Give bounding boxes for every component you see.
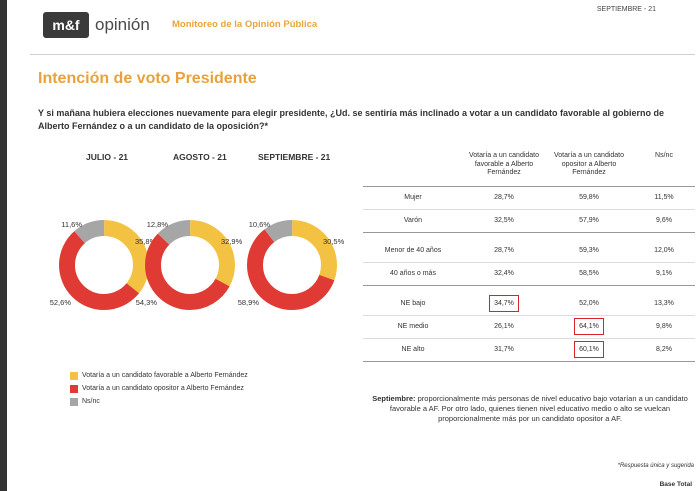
- table-row-label: NE bajo: [363, 292, 463, 316]
- table-cell: 9,1%: [633, 262, 695, 286]
- note-lead: Septiembre:: [372, 394, 416, 403]
- table-cell: 64,1%: [545, 315, 633, 339]
- table-cell: 34,7%: [463, 292, 545, 316]
- table-row-label: NE alto: [363, 338, 463, 362]
- table-cell: 9,6%: [633, 209, 695, 233]
- table-cell: 31,7%: [463, 338, 545, 362]
- segment-table: Votaría a un candidato favorable a Alber…: [363, 150, 695, 362]
- donut-label-nsnc: 12,8%: [147, 220, 169, 229]
- legend-label-favorable: Votaría a un candidato favorable a Alber…: [82, 372, 248, 379]
- header: m&f opinión Monitoreo de la Opinión Públ…: [7, 0, 700, 50]
- table-row: 40 años o más 32,4% 58,5% 9,1%: [363, 262, 695, 286]
- legend-label-opositor: Votaría a un candidato opositor a Albert…: [82, 385, 244, 392]
- donut-slice-favorable: [247, 220, 337, 310]
- donut-slice-nsnc: [247, 220, 337, 310]
- table-header-opositor: Votaría a un candidato opositor a Albert…: [545, 150, 633, 187]
- table-row-label: Mujer: [363, 186, 463, 210]
- chart-legend: Votaría a un candidato favorable a Alber…: [70, 370, 248, 409]
- donut-label-favorable: 32,9%: [221, 237, 243, 246]
- page-title: Intención de voto Presidente: [38, 70, 257, 87]
- table-row: Menor de 40 años 28,7% 59,3% 12,0%: [363, 239, 695, 263]
- donut-label-favorable: 30,5%: [323, 237, 345, 246]
- legend-label-nsnc: Ns/nc: [82, 398, 100, 405]
- table-header-favorable: Votaría a un candidato favorable a Alber…: [463, 150, 545, 187]
- highlighted-value: 64,1%: [574, 318, 604, 335]
- donut-label-opositor: 58,9%: [238, 298, 260, 307]
- donut-label-opositor: 54,3%: [136, 298, 158, 307]
- table-group-spacer: [363, 232, 695, 239]
- legend-swatch-opositor: [70, 384, 78, 393]
- chart-title-agosto: AGOSTO - 21: [173, 152, 227, 162]
- table-cell: 12,0%: [633, 239, 695, 263]
- table-row: NE medio 26,1% 64,1% 9,8%: [363, 315, 695, 339]
- donut-slice-opositor: [59, 220, 149, 310]
- brand-logo: m&f: [43, 12, 89, 38]
- donut-label-opositor: 52,6%: [50, 298, 72, 307]
- donut-label-nsnc: 10,6%: [249, 220, 271, 229]
- analysis-note: Septiembre: proporcionalmente más person…: [365, 394, 695, 424]
- legend-swatch-favorable: [70, 371, 78, 380]
- table-cell: 57,9%: [545, 209, 633, 233]
- legend-item-favorable: Votaría a un candidato favorable a Alber…: [70, 370, 248, 381]
- header-subtitle: Monitoreo de la Opinión Pública: [172, 19, 318, 30]
- footnote: *Respuesta única y sugerida: [617, 463, 694, 469]
- chart-title-septiembre: SEPTIEMBRE - 21: [258, 152, 331, 162]
- table-row-label: Menor de 40 años: [363, 239, 463, 263]
- table-cell: 59,8%: [545, 186, 633, 210]
- table-cell: 26,1%: [463, 315, 545, 339]
- table-cell: 11,5%: [633, 186, 695, 210]
- table-cell: 32,5%: [463, 209, 545, 233]
- header-divider: [30, 54, 695, 55]
- table-header-blank: [363, 150, 463, 187]
- donut-slice-opositor: [145, 220, 235, 310]
- table-group-spacer: [363, 285, 695, 292]
- donut-slice-favorable: [145, 220, 235, 310]
- table-cell: 58,5%: [545, 262, 633, 286]
- donut-slice-nsnc: [145, 220, 235, 310]
- survey-question: Y si mañana hubiera elecciones nuevament…: [38, 108, 665, 131]
- brand-name: opinión: [95, 15, 150, 34]
- left-accent-bar: [0, 0, 7, 491]
- table-header-nsnc: Ns/nc: [633, 150, 695, 187]
- legend-item-opositor: Votaría a un candidato opositor a Albert…: [70, 383, 248, 394]
- table-cell: 32,4%: [463, 262, 545, 286]
- table-row: NE bajo 34,7% 52,0% 13,3%: [363, 292, 695, 316]
- donut-slice-opositor: [247, 220, 337, 310]
- table-cell: 60,1%: [545, 338, 633, 362]
- donut-label-favorable: 35,8%: [135, 237, 157, 246]
- table-cell: 52,0%: [545, 292, 633, 316]
- chart-title-julio: JULIO - 21: [86, 152, 129, 162]
- legend-swatch-nsnc: [70, 397, 78, 406]
- donut-slice-favorable: [59, 220, 149, 310]
- legend-item-nsnc: Ns/nc: [70, 396, 248, 407]
- table-row: Mujer 28,7% 59,8% 11,5%: [363, 186, 695, 210]
- table-row: Varón 32,5% 57,9% 9,6%: [363, 209, 695, 233]
- table-row: NE alto 31,7% 60,1% 8,2%: [363, 338, 695, 362]
- table-cell: 9,8%: [633, 315, 695, 339]
- header-date: SEPTIEMBRE - 21: [596, 6, 656, 13]
- table-cell: 8,2%: [633, 338, 695, 362]
- table-cell: 28,7%: [463, 186, 545, 210]
- table-row-label: 40 años o más: [363, 262, 463, 286]
- base-label: Base Total: [659, 481, 692, 488]
- highlighted-value: 60,1%: [574, 341, 604, 358]
- donut-charts: 35,8% 52,6% 11,6% 32,9% 54,3% 12,8% 30,5% 58,9%…: [50, 220, 345, 310]
- table-row-label: NE medio: [363, 315, 463, 339]
- table-cell: 13,3%: [633, 292, 695, 316]
- donut-slice-nsnc: [59, 220, 149, 310]
- table-cell: 28,7%: [463, 239, 545, 263]
- note-text: proporcionalmente más personas de nivel …: [389, 394, 688, 423]
- table-row-label: Varón: [363, 209, 463, 233]
- highlighted-value: 34,7%: [489, 294, 519, 312]
- table-cell: 59,3%: [545, 239, 633, 263]
- donut-label-nsnc: 11,6%: [61, 220, 82, 229]
